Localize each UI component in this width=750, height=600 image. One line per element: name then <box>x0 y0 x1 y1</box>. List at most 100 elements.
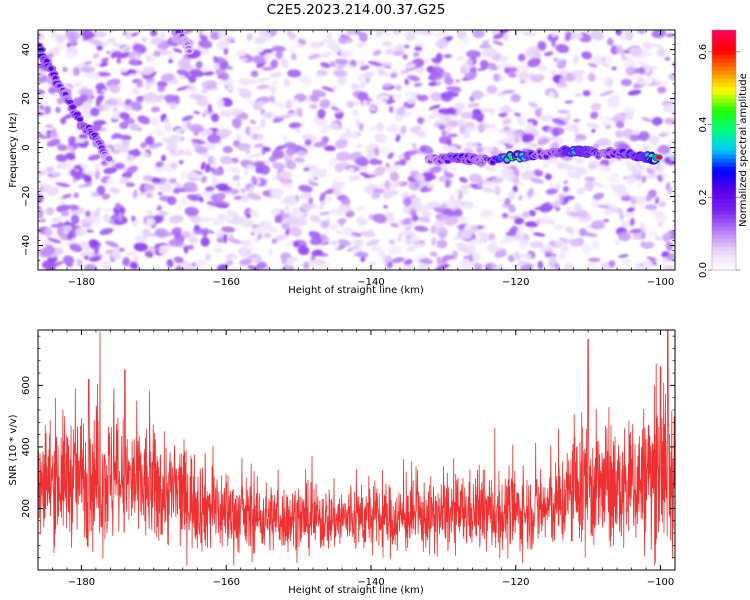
spectrogram-blob <box>603 210 612 216</box>
spectrogram-blob <box>309 103 318 110</box>
spectrogram-blob <box>476 146 484 154</box>
spectrogram-blob <box>517 164 533 170</box>
spectrogram-blob <box>450 194 455 203</box>
spectrogram-blob <box>437 108 453 115</box>
spectrogram-blob <box>149 232 156 238</box>
spectrogram-blob <box>153 214 162 224</box>
spectrogram-blob <box>191 139 206 145</box>
spectrogram-blob <box>397 233 403 243</box>
spectrogram-blob <box>411 214 419 222</box>
spectrogram-blob <box>454 199 463 207</box>
spectrogram-blob <box>346 100 355 108</box>
spectrogram-blob <box>575 156 584 165</box>
spectrogram-blob <box>638 131 650 142</box>
spectrogram-blob <box>381 61 393 66</box>
spectrogram-blob <box>472 252 481 261</box>
spectrogram-blob <box>382 41 393 47</box>
spectrogram-blob <box>165 142 178 153</box>
spectrogram-blob <box>363 185 375 195</box>
spectrogram-blob <box>404 78 410 86</box>
spectrogram-blob <box>584 181 594 192</box>
spectrogram-blob <box>307 53 321 60</box>
spectrogram-blob <box>370 188 386 194</box>
spectrogram-blob <box>479 209 494 218</box>
spectrogram-blob <box>389 122 400 127</box>
spectrogram-blob <box>534 64 549 72</box>
spectrogram-blob <box>508 190 516 200</box>
spectrogram-blob <box>271 238 278 244</box>
spectrogram-blob <box>132 218 139 228</box>
spectrogram-blob <box>524 253 532 260</box>
spectrogram-blob <box>194 145 208 155</box>
spectrogram-blob <box>320 220 330 229</box>
spectrogram-blob <box>615 45 623 54</box>
spectrogram-blob <box>401 230 416 237</box>
spectrogram-blob <box>227 84 235 91</box>
spectrogram-blob <box>626 207 635 213</box>
spectrogram-blob <box>66 43 71 48</box>
spectrogram-blob <box>491 177 504 183</box>
spectrogram-blob <box>74 241 89 246</box>
colorbar-band <box>712 198 736 203</box>
spectrogram-blob <box>158 211 169 216</box>
spectrogram-blob <box>459 177 468 183</box>
colorbar-band <box>712 66 736 71</box>
spectrogram-blob <box>508 228 517 237</box>
spectrogram-blob <box>542 163 550 169</box>
y-tick-label: 20 <box>21 92 32 105</box>
spectrogram-blob <box>256 62 265 68</box>
spectrogram-blob <box>212 178 217 186</box>
spectrogram-blob <box>543 51 554 57</box>
spectrogram-blob <box>512 185 518 193</box>
colorbar-band <box>712 218 736 223</box>
spectrogram-blob <box>95 97 101 107</box>
spectrogram-blob <box>283 78 291 88</box>
spectrogram-blob <box>269 95 275 103</box>
spectrogram-blob <box>239 57 248 62</box>
spectrogram-blob <box>540 114 554 122</box>
spectrogram-blob <box>403 259 413 266</box>
spectrogram-blob <box>220 155 233 165</box>
spectrogram-blob <box>517 64 530 72</box>
spectrogram-blob <box>642 144 651 153</box>
spectrogram-blob <box>435 119 446 125</box>
spectrogram-blob <box>264 146 271 152</box>
spectrogram-blob <box>364 174 377 179</box>
spectrogram-blob <box>141 228 151 238</box>
spectrogram-blob <box>484 92 490 99</box>
spectrogram-blob <box>185 147 190 154</box>
spectrogram-blob <box>266 37 272 41</box>
spectrogram-blob <box>463 147 474 154</box>
spectrogram-blob <box>202 71 215 76</box>
spectrogram-blob <box>479 44 492 49</box>
spectrogram-blob <box>402 54 408 60</box>
spectrogram-blob <box>654 196 660 205</box>
spectrogram-blob <box>122 257 130 267</box>
spectrogram-blob <box>274 234 288 241</box>
spectrogram-blob <box>215 128 231 136</box>
colorbar-band <box>712 134 736 139</box>
spectrogram-blob <box>351 130 360 138</box>
spectrogram-blob <box>320 62 331 69</box>
spectrogram-blob <box>194 259 207 267</box>
spectrogram-blob <box>619 34 626 42</box>
spectrogram-blob <box>280 102 286 110</box>
spectrogram-blob <box>443 76 454 85</box>
spectrogram-blob <box>405 34 416 42</box>
spectrogram-blob <box>651 211 665 216</box>
spectrogram-blob <box>160 50 174 55</box>
spectrogram-blob <box>258 30 272 38</box>
spectrogram-blob <box>47 237 62 244</box>
spectrogram-blob <box>132 189 138 199</box>
spectrogram-blob <box>111 251 122 260</box>
spectrogram-blob <box>576 187 586 195</box>
spectrogram-blob <box>214 244 220 249</box>
spectrogram-blob <box>283 135 288 141</box>
spectrogram-blob <box>499 55 508 63</box>
spectrogram-blob <box>182 30 193 35</box>
spectrogram-blob <box>114 202 122 210</box>
spectrogram-blob <box>119 121 129 130</box>
spectrogram-blob <box>501 89 516 94</box>
spectrogram-blob <box>281 218 288 224</box>
colorbar-band <box>712 50 736 55</box>
